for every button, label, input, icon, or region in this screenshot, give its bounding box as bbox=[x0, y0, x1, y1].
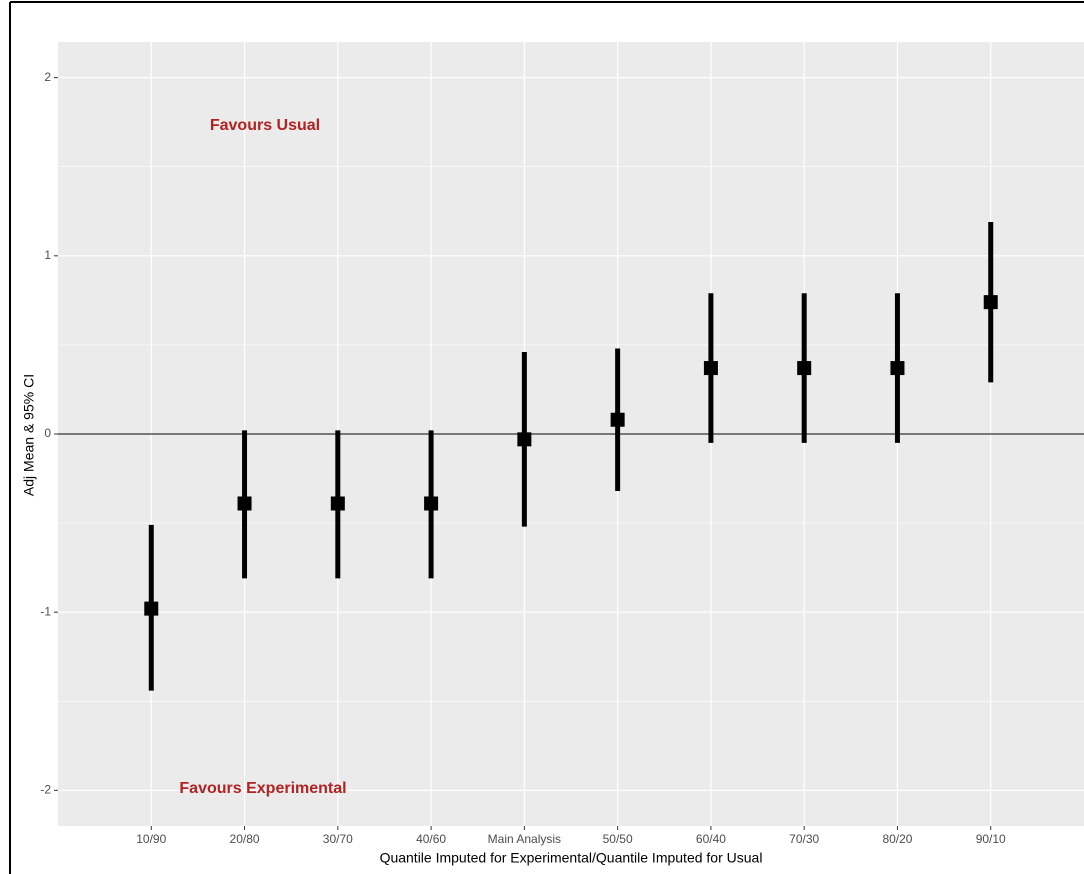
y-tick-label: -1 bbox=[40, 604, 51, 618]
x-tick-label: 10/90 bbox=[136, 832, 166, 846]
x-tick-label: 90/10 bbox=[976, 832, 1006, 846]
x-tick-label: 80/20 bbox=[882, 832, 912, 846]
point bbox=[797, 361, 812, 376]
point bbox=[610, 412, 625, 427]
point bbox=[144, 601, 159, 616]
annotation: Favours Experimental bbox=[179, 780, 346, 797]
point bbox=[424, 496, 439, 511]
point bbox=[517, 432, 532, 447]
x-tick-label: 40/60 bbox=[416, 832, 446, 846]
y-tick-label: 2 bbox=[44, 70, 51, 84]
point bbox=[890, 361, 905, 376]
y-axis-title: Adj Mean & 95% CI bbox=[21, 374, 37, 496]
point bbox=[983, 295, 998, 310]
annotation: Favours Usual bbox=[210, 117, 320, 134]
x-tick-label: Main Analysis bbox=[488, 832, 561, 846]
x-tick-label: 60/40 bbox=[696, 832, 726, 846]
point bbox=[330, 496, 345, 511]
y-tick-label: 1 bbox=[44, 248, 51, 262]
x-tick-label: 20/80 bbox=[230, 832, 260, 846]
x-tick-label: 50/50 bbox=[603, 832, 633, 846]
point bbox=[703, 361, 718, 376]
x-tick-label: 70/30 bbox=[789, 832, 819, 846]
x-axis-title: Quantile Imputed for Experimental/Quanti… bbox=[380, 850, 763, 866]
x-tick-label: 30/70 bbox=[323, 832, 353, 846]
point bbox=[237, 496, 252, 511]
y-tick-label: 0 bbox=[44, 426, 51, 440]
y-tick-label: -2 bbox=[40, 783, 51, 797]
